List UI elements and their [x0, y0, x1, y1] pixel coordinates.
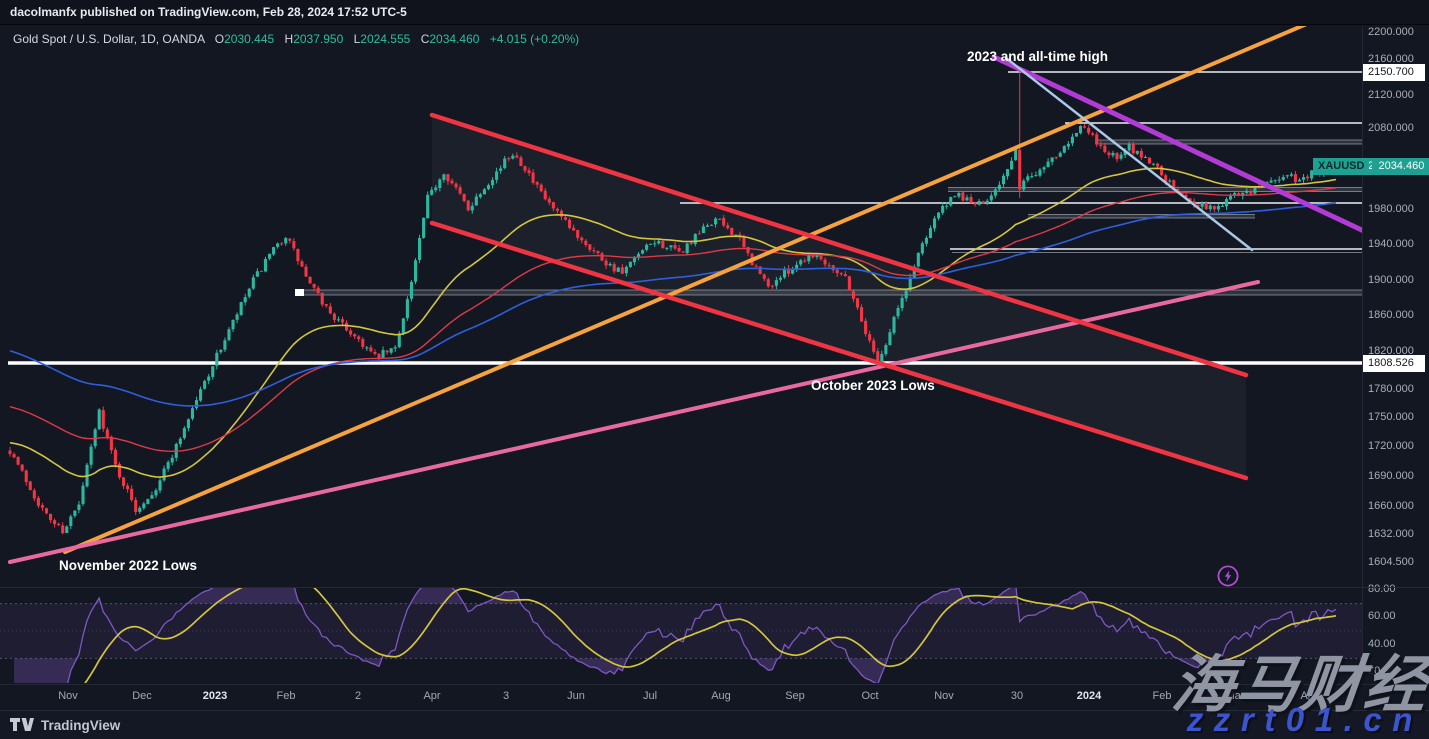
time-axis-label: Feb: [1152, 690, 1172, 702]
time-axis-label: Jun: [567, 690, 585, 702]
level-handle[interactable]: [295, 289, 304, 296]
watermark-url: zzrt01.cn: [1186, 701, 1423, 738]
high-label: H: [284, 32, 294, 46]
footer-bar: TradingView: [0, 710, 1429, 739]
price-axis-label: 2160.000: [1368, 53, 1414, 65]
level-band[interactable]: [1095, 140, 1362, 144]
main-pane[interactable]: [8, 20, 1366, 564]
time-axis-label: 2: [354, 690, 362, 702]
ma-blue[interactable]: [9, 202, 1337, 407]
lightblue-downtrend-line[interactable]: [1004, 56, 1254, 252]
purple-downtrend-line[interactable]: [991, 54, 1366, 233]
symbol-chip-price: 2034.460: [1372, 158, 1429, 175]
horizontal-levels[interactable]: [8, 71, 1362, 365]
price-axis-label: 1690.000: [1368, 470, 1414, 482]
price-axis-label: 1780.000: [1368, 383, 1414, 395]
pink-uptrend-line[interactable]: [8, 280, 1260, 564]
channel-fill: [432, 115, 1246, 478]
change-value: +4.015 (+0.20%): [489, 32, 580, 46]
time-axis-label: 2024: [1076, 690, 1102, 702]
chart-annotation[interactable]: 2023 and all-time high: [967, 49, 1109, 64]
price-tag-white: 2150.700: [1363, 63, 1425, 81]
time-axis-label: Dec: [132, 690, 152, 702]
time-axis-label: Apr: [423, 690, 441, 702]
time-axis-label: 30: [1010, 690, 1024, 702]
quick-action-button[interactable]: [1216, 564, 1240, 588]
chart-annotation[interactable]: November 2022 Lows: [59, 558, 198, 573]
symbol-price-chip: XAUUSD 2034.460: [1313, 158, 1429, 175]
price-axis-label: 1900.000: [1368, 274, 1414, 286]
close-label: C: [420, 32, 430, 46]
level-band[interactable]: [948, 187, 1362, 192]
rsi-axis-label: 80.00: [1368, 583, 1396, 595]
open-value: 2030.445: [224, 32, 275, 46]
low-label: L: [353, 32, 361, 46]
symbol-chip-name: XAUUSD: [1313, 158, 1370, 175]
price-tag-white: 1808.526: [1363, 354, 1425, 372]
red-channel-lower-line[interactable]: [429, 220, 1249, 481]
chart-legend[interactable]: Gold Spot / U.S. Dollar, 1D, OANDA O2030…: [13, 32, 579, 46]
price-axis-label: 2080.000: [1368, 122, 1414, 134]
price-axis-label: 1604.500: [1368, 556, 1414, 568]
symbol-title: Gold Spot / U.S. Dollar, 1D, OANDA: [13, 32, 205, 46]
timescale-separator: [0, 684, 1429, 685]
time-axis-label: Sep: [785, 690, 805, 702]
rsi-axis-label: 60.00: [1368, 610, 1396, 622]
rsi-pane[interactable]: [0, 571, 1362, 700]
time-axis-label: Nov: [58, 690, 78, 702]
rsi-axis-label: 20.00: [1368, 665, 1396, 677]
high-value: 2037.950: [293, 32, 344, 46]
trendlines[interactable]: [8, 20, 1366, 564]
close-value: 2034.460: [429, 32, 480, 46]
price-axis-label: 1720.000: [1368, 440, 1414, 452]
time-axis-label: Mar: [1225, 690, 1245, 702]
price-axis-label: 1750.000: [1368, 411, 1414, 423]
lightning-icon: [1217, 565, 1239, 587]
footer-brand: TradingView: [41, 717, 121, 733]
ma-yellow[interactable]: [9, 167, 1337, 478]
time-axis[interactable]: Nov Dec 2023 Feb 2 Apr 3 Jun Jul Aug Sep Oct Nov 30 20…: [0, 685, 1429, 710]
level-band[interactable]: [1028, 214, 1255, 219]
level-band[interactable]: [297, 290, 1362, 295]
time-axis-label: Oct: [861, 690, 879, 702]
price-axis[interactable]: 2200.000 2160.000 2120.000 2080.000 1980.000…: [1362, 26, 1429, 685]
time-axis-label: 2023: [202, 690, 228, 702]
rsi-line[interactable]: [14, 571, 1337, 700]
time-axis-label: Jul: [642, 690, 658, 702]
time-axis-label: Aug: [711, 690, 731, 702]
rsi-axis-label: 40.00: [1368, 638, 1396, 650]
pane-separator[interactable]: [0, 587, 1429, 588]
rsi-ma-line[interactable]: [14, 574, 1337, 700]
price-axis-label: 1820.000: [1368, 345, 1414, 357]
price-axis-label: 2120.000: [1368, 89, 1414, 101]
open-label: O: [214, 32, 225, 46]
chart-annotation[interactable]: October 2023 Lows: [811, 378, 935, 393]
time-axis-label: 3: [502, 690, 510, 702]
time-axis-label: Feb: [276, 690, 296, 702]
price-axis-label: 1860.000: [1368, 309, 1414, 321]
price-axis-label: 1980.000: [1368, 203, 1414, 215]
published-text: dacolmanfx published on TradingView.com,…: [10, 5, 407, 19]
time-axis-label: Nov: [934, 690, 954, 702]
price-axis-label: 1940.000: [1368, 238, 1414, 250]
tradingview-logo-icon: [10, 717, 34, 731]
price-axis-label: 1660.000: [1368, 500, 1414, 512]
price-axis-label: 1632.000: [1368, 528, 1414, 540]
low-value: 2024.555: [360, 32, 411, 46]
published-bar: dacolmanfx published on TradingView.com,…: [0, 0, 1429, 25]
ma-red[interactable]: [9, 187, 1337, 453]
time-axis-label: Apr: [1300, 690, 1318, 702]
price-axis-label: 2200.000: [1368, 26, 1414, 38]
red-channel-upper-line[interactable]: [429, 112, 1249, 378]
